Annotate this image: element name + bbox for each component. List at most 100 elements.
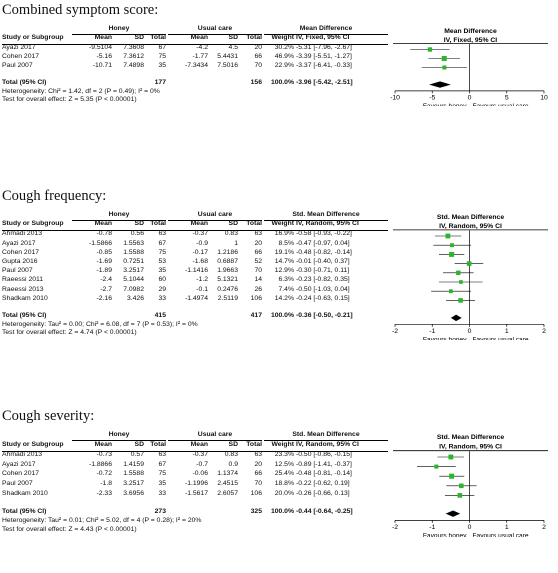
study-m2: -1.4974: [184, 294, 208, 302]
table-row: Ayazi 2017 -9.5104 7.3608 67 -4.2 4.5 20 30.2% -…: [2, 44, 388, 54]
study-marker: [448, 454, 454, 460]
x-tick-label: -1: [429, 524, 435, 531]
study-weight: 12.5%: [274, 460, 294, 468]
plot-header: Std. Mean Difference: [437, 434, 504, 441]
study-n2: 70: [254, 480, 262, 487]
study-marker: [449, 251, 455, 257]
group-header-usual-care: Usual care: [197, 25, 233, 32]
study-n2: 63: [254, 451, 262, 459]
table-row: Ayazi 2017 -1.5866 1.5563 67 -0.9 1 20 8.5% -0.4…: [2, 239, 388, 250]
study-ci-text: -0.30 [-0.71, 0.11]: [296, 267, 350, 275]
study-n2: 14: [254, 276, 262, 284]
study-weight: 25.4%: [274, 470, 294, 478]
total-n2: 417: [250, 312, 262, 320]
study-n1: 67: [158, 239, 166, 247]
total-weight: 100.0%: [270, 312, 294, 320]
study-n1: 63: [158, 230, 166, 238]
study-m1: -1.8866: [88, 460, 112, 468]
study-n1: 67: [158, 44, 166, 51]
column-header: Study or Subgroup: [2, 440, 64, 448]
study-weight: 6.3%: [278, 276, 295, 284]
study-name: Ayazi 2017: [2, 44, 36, 51]
study-sd1: 7.0982: [123, 285, 144, 293]
study-n2: 63: [254, 230, 262, 238]
study-sd2: 4.5: [228, 44, 238, 51]
x-tick-label: -5: [429, 94, 435, 101]
column-header: Mean: [190, 34, 208, 41]
study-marker: [450, 243, 454, 248]
study-ci-text: -0.48 [-0.81, -0.14]: [296, 470, 352, 478]
study-ci-text: -0.23 [-0.82, 0.35]: [296, 276, 350, 284]
favours-left-label: Favours honey: [423, 336, 467, 340]
column-header: SD: [228, 34, 238, 41]
study-sd2: 0.83: [224, 230, 238, 238]
study-n2: 20: [254, 239, 262, 247]
study-sd1: 1.5563: [123, 239, 144, 247]
overall-effect-note: Test for overall effect: Z = 4.74 (P < 0…: [2, 329, 137, 337]
overall-effect-note: Test for overall effect: Z = 5.35 (P < 0…: [2, 95, 137, 103]
total-label: Total (95% CI): [2, 507, 47, 515]
column-header: Study or Subgroup: [2, 34, 64, 41]
x-tick-label: -10: [390, 94, 400, 101]
group-header-honey: Honey: [108, 431, 130, 438]
study-sd2: 1: [234, 239, 238, 247]
study-ci-text: -0.22 [-0.62, 0.19]: [296, 480, 350, 487]
study-sd1: 3.2517: [123, 267, 144, 275]
study-n2: 20: [254, 460, 262, 468]
study-n2: 70: [254, 62, 262, 69]
study-m2: -0.37: [192, 451, 209, 459]
study-name: Paul 2007: [2, 480, 33, 487]
section-title: Cough frequency:: [2, 188, 107, 204]
study-sd2: 2.4515: [217, 480, 238, 487]
table-row: Raeessi 2011 -2.4 5.1044 60 -1.2 5.1321 14 6.3%…: [2, 277, 388, 286]
study-weight: 22.9%: [274, 62, 294, 69]
column-header-row: Study or Subgroup Mean SD Total Mean SD Total W…: [2, 220, 388, 230]
study-marker: [448, 289, 453, 294]
study-name: Cohen 2017: [2, 248, 40, 256]
section-title: Cough severity:: [2, 408, 95, 424]
total-n2: 156: [250, 79, 262, 87]
column-header: Total: [150, 34, 166, 41]
study-m2: -0.37: [192, 230, 209, 238]
study-sd2: 1.9663: [217, 267, 238, 275]
column-header: Weight: [271, 440, 294, 448]
study-name: Ahmadi 2013: [2, 230, 43, 238]
column-header-row: Study or Subgroup Mean SD Total Mean SD Total W…: [2, 440, 388, 451]
study-m2: -1.1416: [184, 267, 208, 275]
study-ci-text: -3.37 [-6.41, -0.33]: [296, 62, 352, 69]
study-m1: -0.72: [96, 470, 113, 478]
column-header: SD: [134, 220, 144, 228]
study-name: Gupta 2016: [2, 258, 38, 265]
study-ci-text: -0.89 [-1.41, -0.37]: [296, 460, 352, 468]
header-rule: [2, 450, 388, 452]
study-n1: 33: [158, 294, 166, 302]
study-n2: 66: [254, 470, 262, 478]
study-sd2: 5.1321: [217, 276, 238, 284]
column-header: SD: [134, 34, 144, 41]
study-marker: [434, 464, 439, 469]
study-n1: 33: [158, 489, 166, 497]
study-n2: 20: [254, 44, 262, 51]
group-header-honey: Honey: [108, 211, 130, 218]
group-header-usual-care: Usual care: [197, 431, 233, 438]
header-rule: [2, 229, 388, 231]
study-sd2: 7.5016: [217, 62, 238, 69]
table-row: Cohen 2017 -5.16 7.3612 75 -1.77 5.4431 66 46.9…: [2, 53, 388, 63]
study-n2: 26: [254, 285, 262, 293]
column-header: Study or Subgroup: [2, 220, 64, 228]
study-n1: 35: [158, 267, 166, 275]
x-tick-label: 2: [542, 524, 546, 531]
table-row: Paul 2007 -1.89 3.2517 35 -1.1416 1.9663 70 12.…: [2, 267, 388, 277]
study-m2: -0.06: [192, 470, 209, 478]
total-n1: 177: [154, 79, 166, 87]
study-ci-text: -0.50 [-1.03, 0.04]: [296, 285, 350, 293]
study-name: Ahmadi 2013: [2, 451, 43, 459]
study-name: Cohen 2017: [2, 53, 40, 60]
x-tick-label: 2: [542, 328, 546, 335]
heterogeneity-note: Heterogeneity: Tau² = 0.01; Chi² = 5.02,…: [2, 516, 202, 524]
study-m1: -1.5866: [88, 239, 112, 247]
group-header-usual-care: Usual care: [197, 211, 233, 218]
table-row: Shadkam 2010 -2.33 3.6956 33 -1.5617 2.6057 10…: [2, 489, 388, 500]
plot-header: Std. Mean Difference: [437, 214, 504, 221]
forest-plot: Mean Difference IV, Fixed, 95% CI -10 -5 0 5 1…: [390, 28, 548, 106]
